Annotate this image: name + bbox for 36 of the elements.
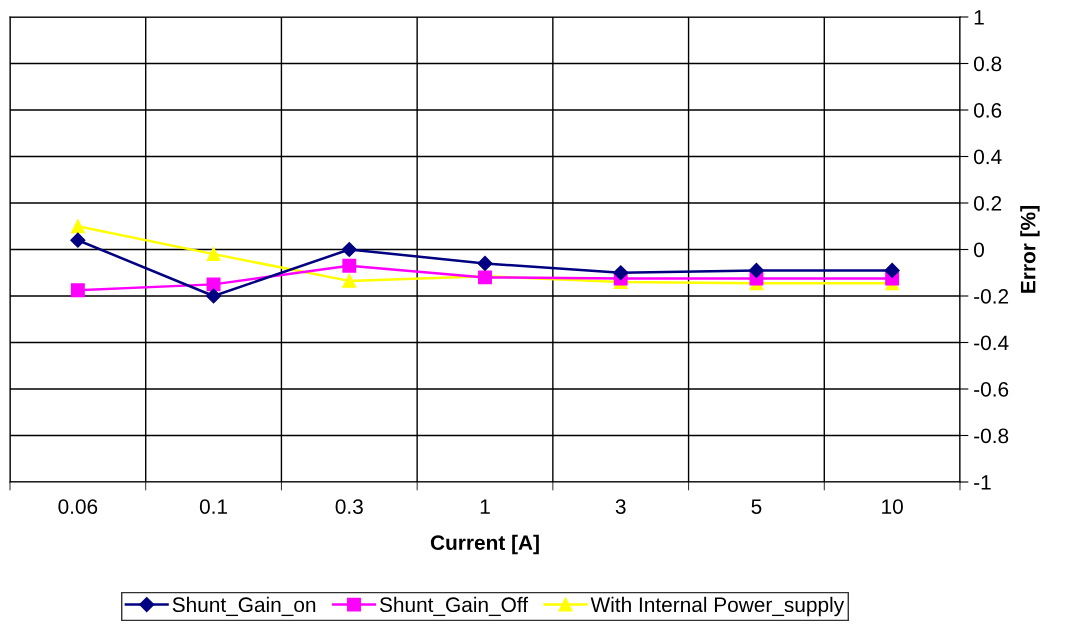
x-axis-title: Current [A] xyxy=(430,534,539,555)
y-tick-label: -0.2 xyxy=(974,289,1009,304)
point xyxy=(70,283,85,298)
point xyxy=(206,277,221,292)
point xyxy=(70,219,85,234)
y-tick-label: -0.6 xyxy=(974,382,1009,397)
point xyxy=(206,247,221,262)
point xyxy=(613,265,629,281)
y-tick-label: -1 xyxy=(974,475,991,490)
y-tick-label: 0.8 xyxy=(974,56,1002,72)
point xyxy=(884,262,900,278)
y-tick-label: -0.4 xyxy=(974,335,1009,351)
y-tick-label: 0.4 xyxy=(974,149,1002,165)
y-tick-label: 0 xyxy=(974,242,984,258)
legend-label: Shunt_Gain_on xyxy=(172,596,316,617)
y-tick-label: -0.8 xyxy=(974,428,1009,444)
y-tick-label: 0.6 xyxy=(974,103,1002,118)
x-tick-label: 10 xyxy=(882,499,903,514)
x-tick-label: 0.3 xyxy=(335,499,363,514)
x-tick-label: 5 xyxy=(751,499,762,514)
y-tick-label: 1 xyxy=(974,10,984,25)
point xyxy=(206,288,222,304)
point xyxy=(342,273,357,288)
y-axis-title: Error [%] xyxy=(1020,206,1040,293)
point xyxy=(342,258,357,273)
x-tick-label: 0.1 xyxy=(199,499,228,514)
legend-label: With Internal Power_supply xyxy=(590,596,845,617)
x-tick-label: 0.06 xyxy=(58,499,98,514)
x-tick-label: 3 xyxy=(615,499,626,514)
point xyxy=(341,241,357,258)
legend-label: Shunt_Gain_Off xyxy=(379,596,529,617)
point xyxy=(477,255,493,272)
y-tick-label: 0.2 xyxy=(974,196,1002,211)
x-tick-label: 1 xyxy=(480,499,490,514)
point xyxy=(748,262,764,278)
point xyxy=(70,232,86,248)
